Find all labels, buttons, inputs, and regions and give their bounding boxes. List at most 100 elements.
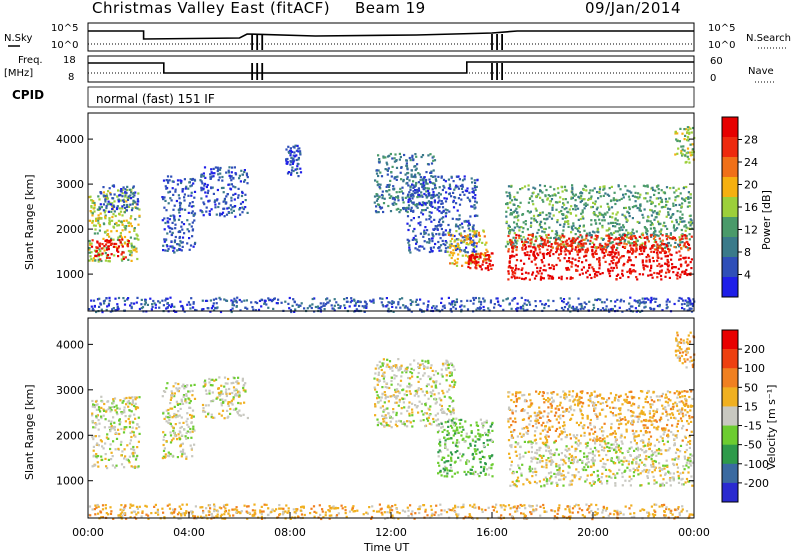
heatmap-cell [560,278,563,281]
heatmap-cell [514,264,517,267]
heatmap-cell [415,406,418,409]
heatmap-cell [586,232,589,235]
heatmap-cell [655,197,658,200]
heatmap-cell [626,211,629,214]
heatmap-cell [484,243,487,246]
heatmap-cell [558,276,561,279]
heatmap-cell [423,176,426,179]
heatmap-cell [607,222,610,225]
heatmap-cell [686,131,689,134]
heatmap-cell [133,404,136,407]
heatmap-cell [414,234,417,237]
heatmap-cell [683,302,686,305]
heatmap-cell [204,176,207,179]
heatmap-cell [297,305,300,308]
heatmap-cell [165,420,168,423]
heatmap-cell [471,191,474,194]
heatmap-cell [448,374,452,377]
heatmap-cell [123,203,126,207]
heatmap-cell [398,211,401,214]
heatmap-cell [107,419,110,422]
heatmap-cell [598,218,601,221]
heatmap-cell [241,173,244,176]
heatmap-cell [204,191,207,194]
heatmap-cell [463,175,466,178]
heatmap-cell [447,460,450,463]
heatmap-cell [123,303,127,306]
heatmap-cell [176,415,179,418]
heatmap-cell [193,178,196,181]
heatmap-cell [229,204,232,207]
heatmap-cell [627,249,630,253]
heatmap-cell [670,253,673,257]
heatmap-cell [212,192,215,195]
heatmap-cell [232,396,235,399]
heatmap-cell [473,262,477,265]
heatmap-cell [566,244,569,247]
heatmap-cell [624,206,627,209]
heatmap-cell [379,171,382,174]
heatmap-cell [218,376,221,379]
heatmap-cell [408,244,411,247]
heatmap-cell [643,306,646,309]
heatmap-cell [231,303,234,307]
heatmap-cell [129,251,132,254]
heatmap-cell [414,168,417,172]
heatmap-cell [673,224,676,227]
heatmap-cell [166,220,169,223]
heatmap-cell [234,215,237,218]
heatmap-cell [641,297,644,300]
heatmap-cell [586,276,589,279]
heatmap-cell [144,301,147,304]
heatmap-cell [128,461,131,464]
heatmap-cell [168,414,171,417]
nsky-tick-low: 10^0 [51,40,78,51]
heatmap-cell [517,214,520,217]
heatmap-cell [572,208,575,211]
heatmap-cell [112,416,115,419]
heatmap-cell [411,183,414,186]
heatmap-cell [399,187,402,190]
heatmap-cell [132,431,135,434]
heatmap-cell [483,258,486,261]
heatmap-cell [387,400,390,403]
heatmap-cell [488,254,491,257]
heatmap-cell [539,190,542,193]
heatmap-cell [644,297,647,300]
heatmap-cell [658,251,661,254]
heatmap-cell [189,427,192,431]
heatmap-cell [378,360,381,363]
heatmap-cell [469,442,472,445]
heatmap-cell [571,191,574,194]
heatmap-cell [116,303,119,306]
heatmap-cell [558,238,561,241]
heatmap-cell [620,235,624,238]
heatmap-cell [475,233,478,236]
heatmap-cell [124,420,127,423]
heatmap-cell [684,234,687,237]
heatmap-cell [466,308,470,311]
heatmap-cell [545,213,548,217]
heatmap-cell [167,225,170,228]
heatmap-cell [382,420,385,423]
heatmap-cell [174,227,177,230]
heatmap-cell [376,180,379,183]
heatmap-cell [601,214,605,217]
heatmap-cell [598,262,601,265]
heatmap-cell [446,437,449,441]
heatmap-cell [406,222,409,225]
heatmap-cell [408,198,411,201]
heatmap-cell [234,300,237,303]
heatmap-cell [174,223,177,226]
nsearch-tick-low: 10^0 [708,40,735,51]
heatmap-cell [228,166,231,169]
heatmap-cell [617,260,620,263]
heatmap-cell [428,250,431,254]
heatmap-cell [471,254,475,257]
heatmap-cell [611,308,614,311]
heatmap-cell [201,403,205,407]
heatmap-cell [442,410,445,413]
heatmap-cell [644,243,647,246]
heatmap-cell [190,184,193,187]
heatmap-cell [133,302,136,305]
